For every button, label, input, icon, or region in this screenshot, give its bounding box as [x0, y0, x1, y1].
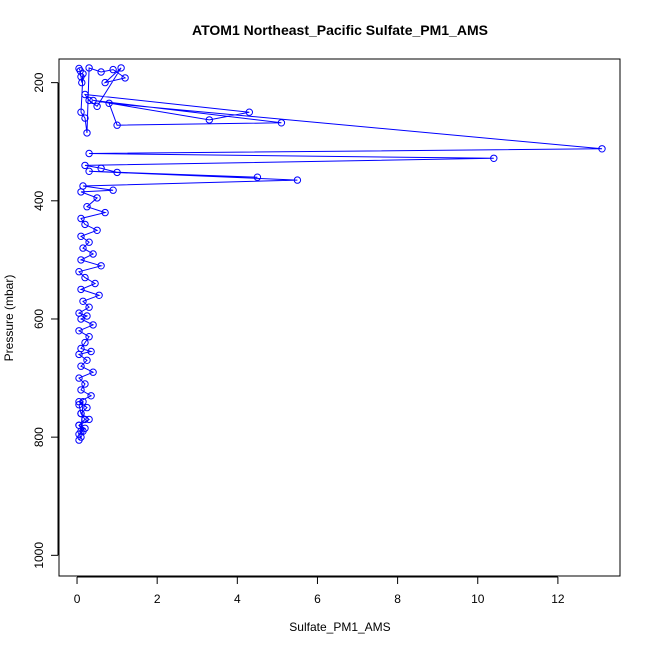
x-tick-label: 0	[74, 592, 81, 606]
data-point	[85, 303, 93, 311]
y-tick-label: 1000	[32, 542, 46, 569]
data-point	[121, 74, 129, 82]
data-point	[83, 356, 91, 364]
data-point	[85, 149, 93, 158]
data-point	[253, 173, 262, 181]
y-axis: 200 400 600 800 1000	[32, 72, 59, 569]
data-point	[205, 116, 214, 124]
x-tick-label: 6	[314, 592, 321, 606]
data-point	[81, 338, 89, 347]
data-point	[87, 392, 95, 400]
data-point	[87, 347, 95, 356]
data-point	[77, 108, 85, 116]
plot-frame	[58, 58, 621, 577]
y-tick-label: 800	[32, 427, 46, 447]
series-line	[77, 67, 603, 441]
data-point	[91, 279, 99, 288]
x-axis-label: Sulfate_PM1_AMS	[289, 620, 390, 634]
data-point	[77, 188, 85, 196]
data-point	[75, 268, 83, 276]
data-point	[77, 285, 85, 294]
data-point	[85, 333, 93, 341]
data-point	[79, 70, 87, 78]
x-tick-label: 4	[234, 592, 241, 606]
data-point	[85, 96, 93, 105]
x-tick-label: 12	[551, 592, 565, 606]
data-point	[89, 368, 97, 376]
data-point	[598, 145, 606, 153]
data-point	[83, 403, 91, 412]
data-point	[79, 244, 87, 252]
data-point	[83, 203, 91, 211]
data-point	[293, 176, 302, 184]
data-point	[109, 65, 117, 74]
data-point	[81, 220, 89, 229]
data-point	[109, 186, 117, 194]
data-point	[77, 315, 85, 323]
data-point	[75, 398, 83, 406]
data-point	[77, 409, 85, 418]
data-point	[113, 168, 121, 177]
x-tick-label: 2	[154, 592, 161, 606]
data-point	[97, 164, 105, 173]
x-tick-label: 10	[471, 592, 485, 606]
chart-title: ATOM1 Northeast_Pacific Sulfate_PM1_AMS	[192, 22, 488, 38]
y-tick-label: 400	[32, 190, 46, 210]
data-point	[77, 362, 85, 370]
data-point	[89, 321, 97, 329]
y-axis-label: Pressure (mbar)	[2, 275, 16, 362]
data-point	[83, 129, 91, 137]
data-point	[78, 78, 86, 87]
data-point	[75, 421, 83, 429]
data-point	[95, 291, 103, 299]
y-tick-label: 600	[32, 309, 46, 329]
plot-area	[75, 64, 606, 444]
data-point	[101, 208, 109, 217]
data-point	[75, 401, 83, 409]
data-point	[93, 102, 101, 111]
data-point	[93, 194, 101, 202]
data-point	[105, 99, 113, 108]
data-point	[79, 297, 87, 305]
data-point	[101, 78, 109, 87]
y-tick-label: 200	[32, 72, 46, 92]
data-point	[245, 108, 254, 116]
data-point	[93, 226, 101, 235]
data-point	[81, 90, 89, 99]
data-point	[490, 154, 498, 163]
data-point	[81, 161, 89, 170]
data-point	[77, 256, 85, 264]
data-point	[75, 350, 83, 359]
data-point	[75, 436, 83, 444]
x-axis: 0 2 4 6 8 10 12	[74, 576, 565, 606]
data-point	[113, 121, 121, 129]
data-point	[97, 68, 105, 76]
data-point	[117, 64, 125, 72]
data-point	[75, 374, 83, 382]
data-point	[89, 250, 97, 258]
data-point	[77, 232, 85, 241]
data-point	[81, 380, 89, 388]
data-point	[97, 262, 105, 270]
data-point	[85, 415, 93, 424]
data-point	[77, 214, 85, 223]
x-tick-label: 8	[394, 592, 401, 606]
data-point	[81, 415, 89, 424]
data-point	[89, 96, 97, 105]
data-point	[81, 273, 89, 282]
data-point	[81, 114, 89, 122]
data-point	[83, 312, 91, 320]
data-point	[85, 64, 93, 72]
data-point	[75, 327, 83, 335]
data-point	[85, 238, 93, 246]
data-point	[77, 386, 85, 394]
data-point	[85, 167, 93, 176]
data-point	[277, 119, 286, 127]
